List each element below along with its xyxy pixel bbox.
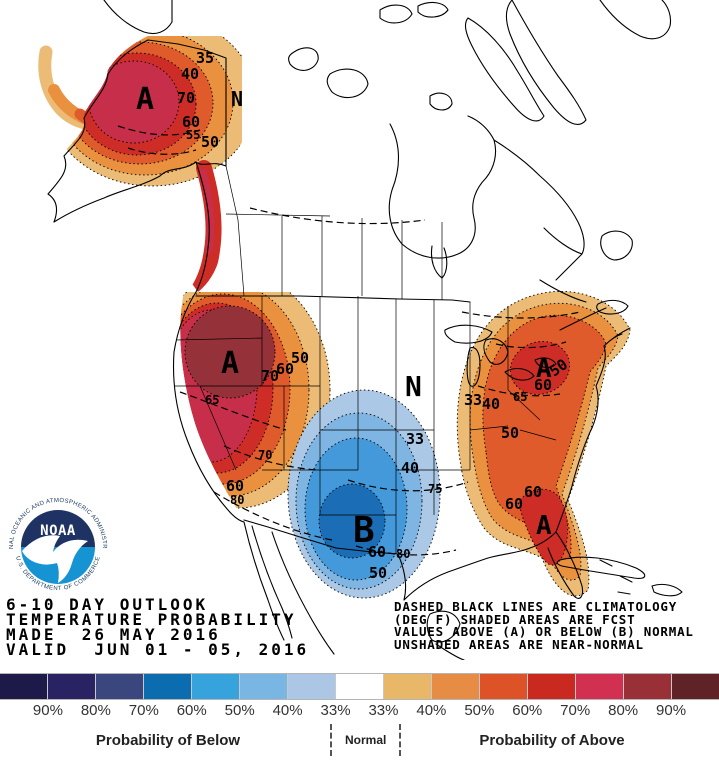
colorbar-cell [528,674,576,699]
percent-label: 70% [128,702,159,719]
colorbar-cell [432,674,480,699]
percent-label: 90% [656,702,687,719]
percent-label: 60% [176,702,207,719]
climatology-label: 80 [396,547,410,561]
noaa-logo-top-half [21,510,95,547]
climatology-label: 70 [258,448,272,462]
region-letter: B [353,510,375,551]
region-east-above [456,290,631,597]
percent-label: 50% [224,702,255,719]
region-letter: A [536,511,552,541]
title-line-1: 6-10 DAY OUTLOOK [6,595,209,614]
forecast-contour-label: 60 [276,360,294,378]
probability-colorbar [0,673,719,700]
forecast-contour-label: 50 [501,424,519,442]
forecast-contour-label: 35 [196,49,214,67]
forecast-contour-label: 40 [401,459,419,477]
forecast-contour-label: 60 [534,376,552,394]
region-south-below [287,389,441,599]
forecast-contour-label: 60 [505,495,523,513]
normal-caption-box: Normal [330,724,402,756]
region-alaska-above [38,36,242,292]
percent-label: 40% [272,702,303,719]
title-line-3: MADE 26 MAY 2016 [6,625,221,644]
forecast-contour-label: 40 [482,395,500,413]
percent-label: 70% [560,702,591,719]
colorbar-cell [672,674,719,699]
forecast-contour-label: 60 [226,477,244,495]
note-line-2: (DEG F) SHADED AREAS ARE FCST [394,611,636,627]
title-line-2: TEMPERATURE PROBABILITY [6,610,297,629]
colorbar-cell [0,674,48,699]
colorbar-cell [336,674,384,699]
percent-label: 90% [32,702,63,719]
note-line-4: UNSHADED AREAS ARE NEAR-NORMAL [394,636,644,652]
region-letter: N [231,87,243,111]
climatology-label: 65 [205,393,219,407]
region-letter: A [221,346,239,381]
colorbar-percent-labels: 90% 80% 70% 60% 50% 40% 33% 33% 40% 50% 60% 70% 80% 9… [0,702,719,722]
colorbar-cell [48,674,96,699]
below-caption: Probability of Below [95,732,241,749]
seagull-icon [22,535,88,583]
noaa-logo-wordmark: NOAA [40,523,76,539]
climatology-label: 65 [513,390,527,404]
forecast-contour-label: 33 [464,391,482,409]
coastline [47,0,683,660]
percent-label: 40% [416,702,447,719]
colorbar-cell [384,674,432,699]
normal-caption: Normal [345,733,387,747]
forecast-contour-label: 50 [369,564,387,582]
forecast-contour-label: 60 [524,483,542,501]
region-letter: A [536,354,552,384]
forecast-contour-label: 33 [406,430,424,448]
climatology-dashed-lines [117,125,581,556]
region-letter: N [405,370,422,403]
forecast-contour-label: 50 [201,133,219,151]
climatology-label: 55 [186,128,200,142]
colorbar-cell [144,674,192,699]
forecast-contour-label: 40 [181,65,199,83]
above-caption: Probability of Above [479,732,625,749]
note-line-1: DASHED BLACK LINES ARE CLIMATOLOGY [394,599,678,614]
colorbar-cell [96,674,144,699]
colorbar-cell [192,674,240,699]
percent-label: 60% [512,702,543,719]
forecast-contour-label: 70 [261,367,279,385]
climatology-label: 80 [230,493,244,507]
percent-label: 80% [608,702,639,719]
percent-label: 33% [368,702,399,719]
colorbar-cell [240,674,288,699]
climatology-label: 75 [428,482,442,496]
percent-label: 50% [464,702,495,719]
colorbar-cell [576,674,624,699]
region-letter: A [136,82,154,117]
noaa-logo: NOAA NATIONAL OCEANIC AND ATMOSPHERIC AD… [6,490,107,592]
forecast-contour-label: 50 [291,349,309,367]
colorbar-cell [480,674,528,699]
title-block: 6-10 DAY OUTLOOK TEMPERATURE PROBABILITY… [6,595,310,659]
colorbar-cell [288,674,336,699]
forecast-contour-label: 70 [177,89,195,107]
title-line-4: VALID JUN 01 - 05, 2016 [6,640,310,659]
note-line-3: VALUES ABOVE (A) OR BELOW (B) NORMAL [394,624,694,639]
percent-label: 80% [80,702,111,719]
legend-note-block: DASHED BLACK LINES ARE CLIMATOLOGY (DEG … [394,599,694,652]
colorbar-captions: Probability of Below Normal Probability … [0,724,719,758]
percent-label: 33% [320,702,351,719]
colorbar-cell [624,674,672,699]
forecast-contour-label: 60 [182,113,200,131]
state-borders [174,165,557,553]
forecast-contour-label: 60 [368,543,386,561]
